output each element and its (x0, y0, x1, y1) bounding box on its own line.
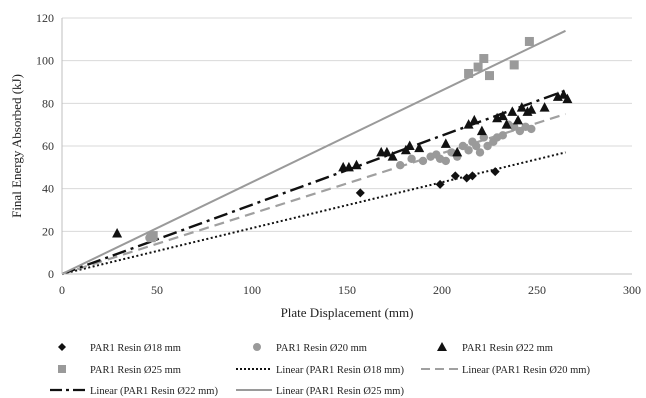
legend-item-par1-25: PAR1 Resin Ø25 mm (58, 365, 181, 376)
x-tick-label: 300 (623, 283, 641, 297)
y-tick-label: 60 (42, 139, 54, 153)
data-point-circle (407, 154, 416, 163)
data-point-triangle (463, 119, 474, 129)
x-axis-title: Plate Displacement (mm) (281, 305, 414, 320)
data-point-triangle (539, 102, 550, 112)
data-point-square (479, 54, 489, 64)
legend-label: PAR1 Resin Ø20 mm (276, 343, 367, 354)
tick-labels: 0 20 40 60 80 100 120 0 50 100 150 200 250 300 (36, 11, 641, 297)
legend-marker-circle (253, 343, 261, 351)
data-point-square (509, 60, 519, 70)
data-point-triangle (526, 104, 537, 114)
legend-label: PAR1 Resin Ø18 mm (90, 343, 181, 354)
legend-label: Linear (PAR1 Resin Ø20 mm) (462, 365, 590, 376)
legend-item-linear-22: Linear (PAR1 Resin Ø22 mm) (50, 386, 218, 397)
trendline-dash-dot (61, 89, 566, 276)
data-point-triangle (476, 125, 487, 136)
x-tick-label: 50 (151, 283, 163, 297)
legend: PAR1 Resin Ø18 mm PAR1 Resin Ø20 mm PAR1… (50, 342, 590, 397)
data-point-triangle (343, 161, 354, 172)
data-point-circle (441, 156, 450, 166)
data-point-diamond (355, 188, 365, 198)
legend-item-par1-22: PAR1 Resin Ø22 mm (437, 342, 553, 354)
data-point-circle (510, 122, 519, 131)
x-tick-label: 150 (338, 283, 356, 297)
data-point-diamond (435, 179, 445, 189)
data-point-circle (483, 141, 492, 151)
x-tick-label: 100 (243, 283, 261, 297)
data-point-circle (396, 161, 405, 170)
data-point-circle (475, 148, 485, 157)
data-point-circle (498, 131, 507, 140)
data-points (112, 36, 573, 243)
y-axis-title: Final Energy Absorbed (kJ) (9, 74, 24, 218)
y-tick-label: 40 (42, 182, 54, 196)
data-point-square (473, 62, 483, 72)
gridlines (62, 17, 632, 232)
data-point-triangle (440, 138, 451, 148)
legend-label: PAR1 Resin Ø25 mm (90, 365, 181, 376)
data-point-triangle (562, 93, 573, 104)
data-point-triangle (516, 102, 527, 112)
data-point-triangle (507, 106, 518, 116)
data-point-square (524, 36, 534, 46)
data-point-triangle (404, 140, 415, 150)
legend-item-par1-18: PAR1 Resin Ø18 mm (58, 343, 181, 354)
data-point-circle (472, 141, 481, 151)
data-point-circle (464, 146, 473, 155)
legend-marker-diamond (58, 343, 66, 351)
data-point-triangle (414, 142, 425, 153)
trendlines (61, 29, 566, 276)
legend-label: Linear (PAR1 Resin Ø25 mm) (276, 386, 404, 397)
data-point-circle (458, 141, 468, 151)
legend-label: Linear (PAR1 Resin Ø18 mm) (276, 365, 404, 376)
legend-item-par1-20: PAR1 Resin Ø20 mm (253, 343, 367, 354)
legend-label: Linear (PAR1 Resin Ø22 mm) (90, 386, 218, 397)
data-point-square (148, 231, 158, 241)
legend-label: PAR1 Resin Ø22 mm (462, 343, 553, 354)
trendline-dotted (61, 151, 566, 275)
data-point-circle (515, 126, 525, 136)
data-point-triangle (501, 119, 512, 129)
legend-item-linear-20: Linear (PAR1 Resin Ø20 mm) (421, 365, 590, 376)
data-point-square (485, 71, 494, 81)
x-tick-label: 250 (528, 283, 546, 297)
x-tick-label: 0 (59, 283, 65, 297)
data-point-triangle (112, 227, 123, 238)
data-point-circle (479, 133, 488, 142)
data-point-diamond (490, 167, 500, 177)
data-point-circle (418, 156, 428, 166)
data-point-triangle (513, 114, 523, 125)
y-tick-label: 120 (36, 11, 54, 25)
x-tick-label: 200 (433, 283, 451, 297)
legend-marker-square (58, 365, 66, 373)
data-point-diamond (467, 171, 477, 181)
legend-marker-triangle (437, 342, 447, 351)
legend-item-linear-25: Linear (PAR1 Resin Ø25 mm) (236, 386, 404, 397)
data-point-square (464, 68, 474, 78)
data-point-triangle (469, 114, 480, 125)
data-point-triangle (351, 159, 362, 170)
y-tick-label: 80 (42, 96, 54, 110)
data-point-triangle (381, 146, 392, 157)
y-tick-label: 0 (48, 267, 54, 281)
legend-item-linear-18: Linear (PAR1 Resin Ø18 mm) (236, 365, 404, 376)
y-tick-label: 100 (36, 54, 54, 68)
trendline-solid (61, 29, 566, 275)
data-point-triangle (387, 151, 398, 161)
data-point-triangle (452, 146, 463, 157)
data-point-triangle (497, 110, 508, 121)
data-point-circle (527, 124, 536, 134)
trendline-dashed (61, 112, 566, 276)
y-tick-label: 20 (42, 224, 54, 238)
data-point-diamond (450, 171, 460, 181)
axes (61, 18, 632, 275)
